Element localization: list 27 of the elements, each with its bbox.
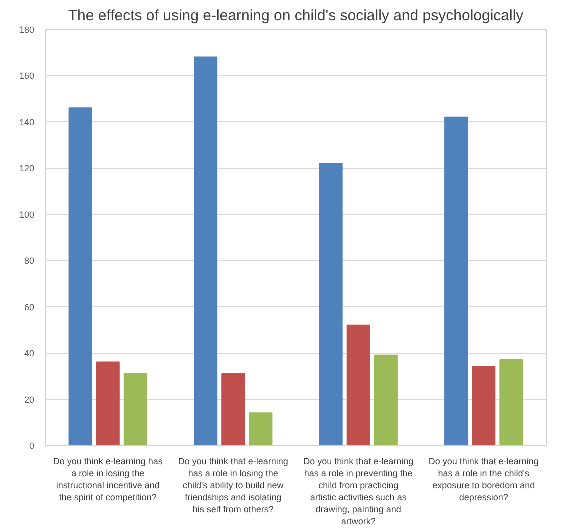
y-tick-label: 120 xyxy=(19,164,35,174)
y-tick-label: 160 xyxy=(19,71,35,82)
y-tick-label: 40 xyxy=(24,348,35,359)
bar xyxy=(222,373,246,446)
x-tick-label: Do you think that e-learning has a role in preventing the child from practicing artistic activities such as drawing, painting and artwork? xyxy=(304,456,414,526)
y-tick-label: 60 xyxy=(24,302,35,312)
bar xyxy=(472,366,496,446)
bar xyxy=(96,362,120,446)
y-tick-label: 80 xyxy=(24,256,35,266)
x-tick-label: Do you think that e-learning has a role in losing the child's ability to build new friendships and isolating his self from others? xyxy=(178,456,288,514)
bar xyxy=(346,324,370,446)
y-tick-label: 180 xyxy=(19,25,35,35)
x-tick-label: Do you think that e-learning has a role in the child's exposure to boredom and depression? xyxy=(428,456,539,502)
bar xyxy=(444,116,468,446)
bar xyxy=(124,373,148,446)
x-tick-label: Do you think e-learning has a role in losing the instructional incentive and the spirit of competition? xyxy=(53,456,164,502)
bar xyxy=(194,56,218,446)
chart-title: The effects of using e-learning on child's socially and psychologically xyxy=(68,8,524,24)
bar xyxy=(319,163,343,446)
bar xyxy=(249,412,273,446)
y-tick-label: 140 xyxy=(19,117,35,128)
bar xyxy=(68,108,92,446)
y-tick-label: 20 xyxy=(24,394,35,405)
bar xyxy=(374,354,398,446)
bar xyxy=(500,359,524,446)
y-tick-label: 0 xyxy=(29,441,35,451)
y-tick-label: 100 xyxy=(19,210,35,220)
